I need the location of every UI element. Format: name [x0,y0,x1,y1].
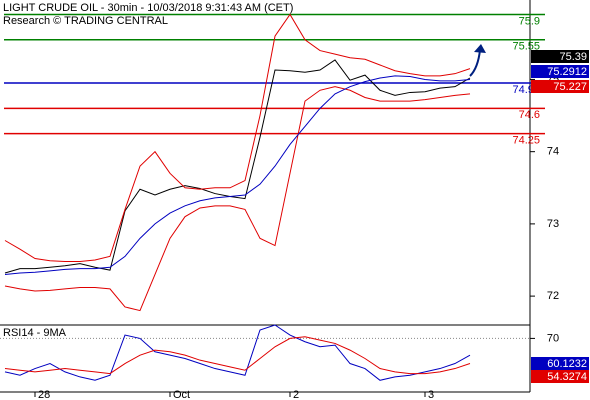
value-marker [531,65,589,78]
series-line [4,59,471,274]
arrow-head [474,44,486,53]
x-tick-label: 28 [38,389,50,400]
value-marker-label: 75.227 [553,81,587,93]
chart-title: LIGHT CRUDE OIL - 30min - 10/03/2018 9:3… [3,2,293,14]
series-line [4,86,471,312]
x-tick-label: 2 [293,389,299,400]
x-tick-label: 3 [428,389,434,400]
value-marker-label: 75.2912 [547,66,587,78]
y-tick-label: 74 [547,146,559,158]
y-tick-label: 73 [547,218,559,230]
value-marker-label: 60.1232 [547,358,587,370]
value-marker [531,370,589,383]
value-marker [531,80,589,93]
arrow-line [469,49,481,77]
y-tick-label: 70 [547,332,559,344]
chart-subtitle: Research © TRADING CENTRAL [3,15,168,27]
x-tick-label: Oct [173,389,190,400]
level-label: 75.55 [512,41,540,53]
value-marker-label: 54.3274 [547,371,587,383]
series-line [4,13,471,262]
level-label: 74.6 [519,109,540,121]
value-marker [531,357,589,370]
rsi-title: RSI14 - 9MA [3,327,67,339]
series-line [4,336,471,375]
value-marker [531,50,589,63]
series-line [4,324,471,381]
y-tick-label: 72 [547,290,559,302]
value-marker-label: 75.39 [559,51,587,63]
series-line [4,75,471,275]
level-label: 74.25 [512,135,540,147]
forecast-arrow [469,44,486,77]
level-label: 75.9 [519,15,540,27]
